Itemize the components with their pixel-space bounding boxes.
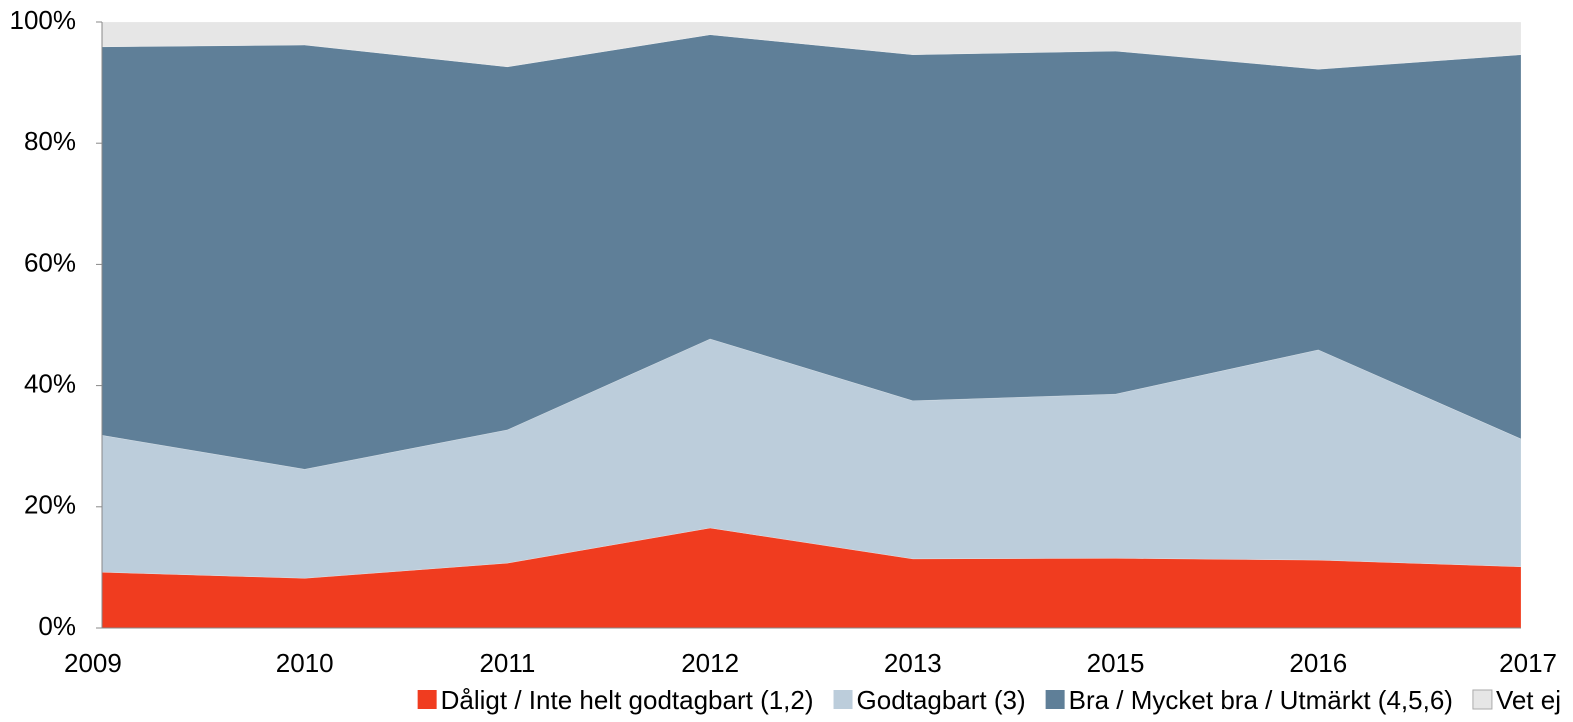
y-tick-label: 40% [24,368,76,398]
legend-swatch [417,690,437,709]
legend-label: Godtagbart (3) [857,685,1026,715]
legend-swatch [1045,690,1065,709]
legend-label: Dåligt / Inte helt godtagbart (1,2) [441,685,814,715]
y-tick-label: 100% [10,5,77,35]
x-tick-label: 2017 [1499,648,1557,678]
y-tick-label: 60% [24,247,76,277]
area [101,21,1522,70]
x-tick-label: 2016 [1289,648,1347,678]
legend-swatch [833,690,853,709]
x-tick-label: 2011 [479,648,535,678]
x-tick-label: 2012 [681,648,739,678]
x-tick-label: 2009 [64,648,122,678]
y-tick-label: 80% [24,126,76,156]
legend: Dåligt / Inte helt godtagbart (1,2) Godta… [417,685,1561,715]
y-tick-label: 20% [24,490,76,520]
x-tick-label: 2015 [1087,648,1145,678]
legend-label: Vet ej [1496,685,1561,715]
x-tick-label: 2013 [884,648,942,678]
y-tick-label: 0% [38,611,76,641]
legend-swatch [1472,689,1493,710]
legend-label: Bra / Mycket bra / Utmärkt (4,5,6) [1069,685,1453,715]
x-tick-label: 2010 [276,648,334,678]
